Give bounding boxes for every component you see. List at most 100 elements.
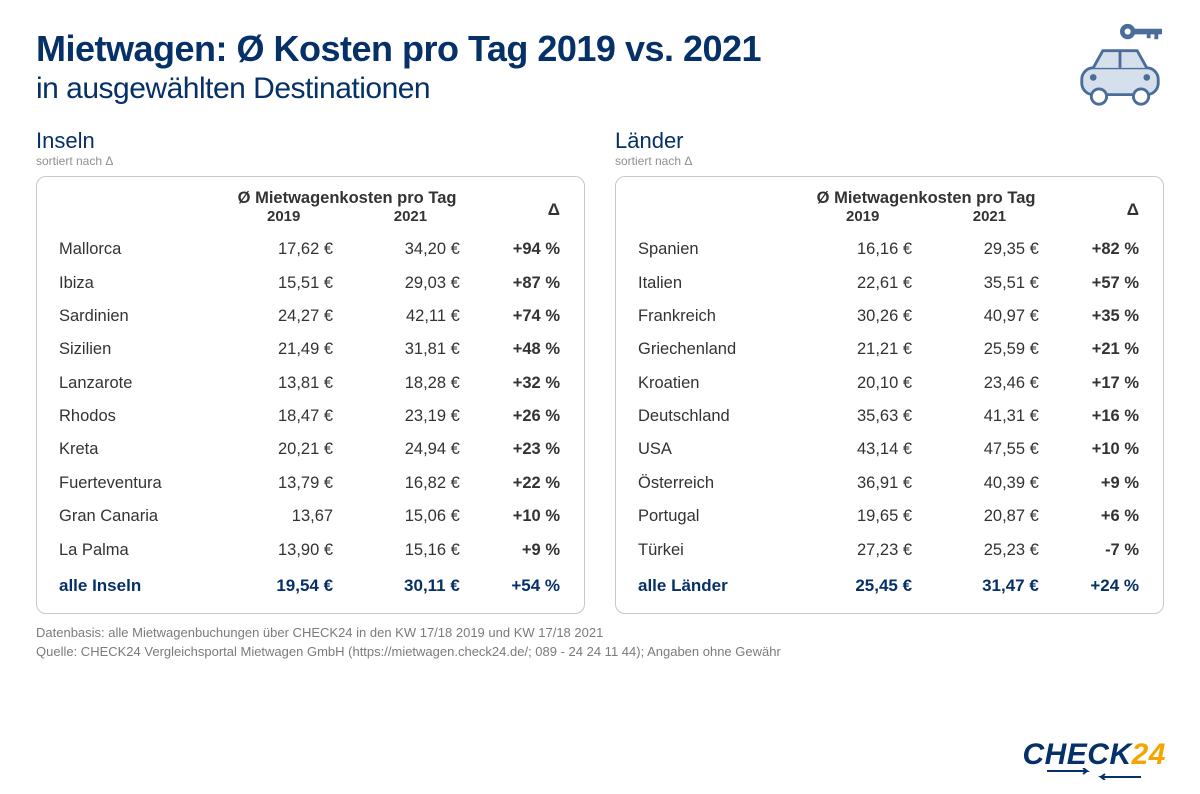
row-delta: +21 % — [1053, 333, 1145, 366]
page-title: Mietwagen: Ø Kosten pro Tag 2019 vs. 202… — [36, 28, 1164, 70]
row-delta: +57 % — [1053, 266, 1145, 299]
table-row: La Palma13,90 €15,16 €+9 % — [59, 533, 566, 566]
row-delta: +6 % — [1053, 500, 1145, 533]
panel-sort-note: sortiert nach Δ — [615, 154, 1164, 168]
row-2021: 16,82 € — [347, 467, 474, 500]
row-2019: 30,26 € — [799, 300, 926, 333]
table-inseln: Ø Mietwagenkosten pro Tag Δ 2019 2021 Ma… — [59, 189, 566, 603]
row-delta: +9 % — [1053, 467, 1145, 500]
row-2021: 42,11 € — [347, 300, 474, 333]
panel-laender: Länder sortiert nach Δ Ø Mietwagenkosten… — [615, 128, 1164, 614]
row-2021: 41,31 € — [926, 400, 1053, 433]
col-2019: 2019 — [220, 208, 347, 233]
row-2019: 13,81 € — [220, 367, 347, 400]
row-2019: 16,16 € — [799, 233, 926, 266]
total-delta: +54 % — [474, 567, 566, 603]
row-2019: 21,49 € — [220, 333, 347, 366]
row-2019: 24,27 € — [220, 300, 347, 333]
table-box: Ø Mietwagenkosten pro Tag Δ 2019 2021 Sp… — [615, 176, 1164, 614]
row-2021: 23,19 € — [347, 400, 474, 433]
table-row: Türkei27,23 €25,23 €-7 % — [638, 533, 1145, 566]
row-name: Rhodos — [59, 400, 220, 433]
row-name: Portugal — [638, 500, 799, 533]
row-2019: 20,21 € — [220, 433, 347, 466]
total-2019: 25,45 € — [799, 567, 926, 603]
table-row: Sizilien21,49 €31,81 €+48 % — [59, 333, 566, 366]
row-2019: 36,91 € — [799, 467, 926, 500]
logo-arrows-icon — [1022, 768, 1166, 780]
row-2019: 13,90 € — [220, 533, 347, 566]
row-name: Spanien — [638, 233, 799, 266]
page-subtitle: in ausgewählten Destinationen — [36, 72, 1164, 106]
row-name: Frankreich — [638, 300, 799, 333]
row-name: Kroatien — [638, 367, 799, 400]
col-2019: 2019 — [799, 208, 926, 233]
row-delta: +17 % — [1053, 367, 1145, 400]
row-name: Italien — [638, 266, 799, 299]
total-2021: 31,47 € — [926, 567, 1053, 603]
table-row: Gran Canaria13,6715,06 €+10 % — [59, 500, 566, 533]
table-total-row: alle Länder25,45 €31,47 €+24 % — [638, 567, 1145, 603]
total-delta: +24 % — [1053, 567, 1145, 603]
row-2021: 23,46 € — [926, 367, 1053, 400]
table-row: Ibiza15,51 €29,03 €+87 % — [59, 266, 566, 299]
row-delta: -7 % — [1053, 533, 1145, 566]
col-2021: 2021 — [926, 208, 1053, 233]
panels: Inseln sortiert nach Δ Ø Mietwagenkosten… — [36, 128, 1164, 614]
header: Mietwagen: Ø Kosten pro Tag 2019 vs. 202… — [36, 28, 1164, 106]
row-delta: +10 % — [1053, 433, 1145, 466]
row-delta: +9 % — [474, 533, 566, 566]
row-2019: 21,21 € — [799, 333, 926, 366]
row-2019: 13,79 € — [220, 467, 347, 500]
row-delta: +16 % — [1053, 400, 1145, 433]
panel-title: Inseln — [36, 128, 585, 154]
row-2021: 31,81 € — [347, 333, 474, 366]
row-2021: 35,51 € — [926, 266, 1053, 299]
total-2019: 19,54 € — [220, 567, 347, 603]
col-group: Ø Mietwagenkosten pro Tag — [799, 189, 1053, 208]
row-name: Gran Canaria — [59, 500, 220, 533]
footer-line1: Datenbasis: alle Mietwagenbuchungen über… — [36, 624, 1164, 643]
row-2019: 17,62 € — [220, 233, 347, 266]
table-row: Portugal19,65 €20,87 €+6 % — [638, 500, 1145, 533]
row-2019: 20,10 € — [799, 367, 926, 400]
footer-line2: Quelle: CHECK24 Vergleichsportal Mietwag… — [36, 643, 1164, 662]
row-2019: 19,65 € — [799, 500, 926, 533]
row-delta: +32 % — [474, 367, 566, 400]
table-row: Fuerteventura13,79 €16,82 €+22 % — [59, 467, 566, 500]
row-name: Sardinien — [59, 300, 220, 333]
row-2021: 25,59 € — [926, 333, 1053, 366]
row-2021: 40,39 € — [926, 467, 1053, 500]
total-name: alle Inseln — [59, 567, 220, 603]
table-row: Frankreich30,26 €40,97 €+35 % — [638, 300, 1145, 333]
table-row: Italien22,61 €35,51 €+57 % — [638, 266, 1145, 299]
row-2019: 43,14 € — [799, 433, 926, 466]
logo-part2: 24 — [1132, 738, 1166, 771]
row-2021: 20,87 € — [926, 500, 1053, 533]
table-total-row: alle Inseln19,54 €30,11 €+54 % — [59, 567, 566, 603]
table-row: Griechenland21,21 €25,59 €+21 % — [638, 333, 1145, 366]
row-2021: 47,55 € — [926, 433, 1053, 466]
row-name: Deutschland — [638, 400, 799, 433]
row-2019: 18,47 € — [220, 400, 347, 433]
row-2019: 13,67 — [220, 500, 347, 533]
row-name: Türkei — [638, 533, 799, 566]
total-2021: 30,11 € — [347, 567, 474, 603]
row-delta: +35 % — [1053, 300, 1145, 333]
row-2019: 35,63 € — [799, 400, 926, 433]
total-name: alle Länder — [638, 567, 799, 603]
footer: Datenbasis: alle Mietwagenbuchungen über… — [36, 624, 1164, 662]
panel-sort-note: sortiert nach Δ — [36, 154, 585, 168]
table-row: Kroatien20,10 €23,46 €+17 % — [638, 367, 1145, 400]
check24-logo: CHECK24 — [1022, 738, 1166, 780]
row-name: Fuerteventura — [59, 467, 220, 500]
row-delta: +22 % — [474, 467, 566, 500]
table-laender: Ø Mietwagenkosten pro Tag Δ 2019 2021 Sp… — [638, 189, 1145, 603]
table-row: Deutschland35,63 €41,31 €+16 % — [638, 400, 1145, 433]
row-delta: +10 % — [474, 500, 566, 533]
row-2021: 18,28 € — [347, 367, 474, 400]
row-name: USA — [638, 433, 799, 466]
row-2021: 40,97 € — [926, 300, 1053, 333]
row-2019: 15,51 € — [220, 266, 347, 299]
col-2021: 2021 — [347, 208, 474, 233]
